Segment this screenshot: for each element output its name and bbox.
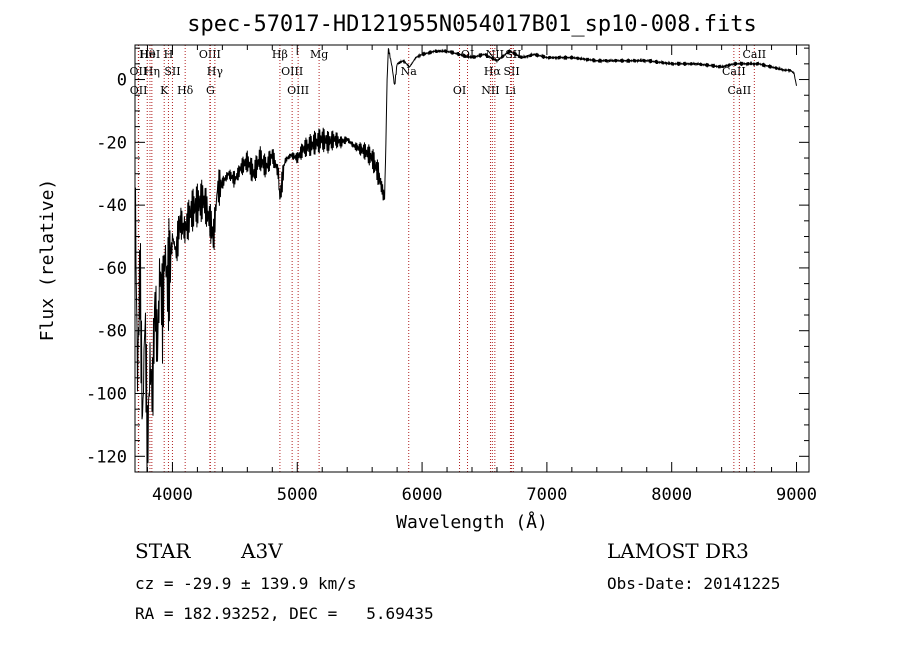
spectral-line-label: NII: [481, 84, 499, 97]
spectral-line-label: H: [164, 48, 174, 61]
spectral-line-label: Hγ: [207, 65, 224, 78]
spectral-line-label: Li: [505, 84, 516, 97]
spectral-line-label: HeI: [140, 48, 160, 61]
spectral-line-label: OIII: [281, 65, 303, 78]
spectral-line-label: NII: [486, 48, 504, 61]
spectral-line-label: Hη: [144, 65, 160, 78]
spectral-line-label: SII: [503, 65, 519, 78]
x-tick-label: 6000: [402, 485, 443, 505]
survey-name: LAMOST DR3: [607, 539, 749, 563]
x-tick-label: 7000: [526, 485, 567, 505]
spectral-line-label: Hβ: [272, 48, 288, 61]
x-tick-label: 9000: [776, 485, 817, 505]
spectrum-series-group: [134, 48, 797, 473]
spectral-line-label: Hα: [484, 65, 502, 78]
object-subclass: A3V: [240, 539, 283, 563]
spectral-line-label: Mg: [310, 48, 328, 61]
spectrum-line: [134, 48, 797, 473]
y-tick-label: 0: [117, 71, 127, 91]
spectral-line-label: SII: [164, 65, 180, 78]
chart-title: spec-57017-HD121955N054017B01_sp10-008.f…: [187, 12, 757, 37]
spectral-line-label: OII: [130, 84, 148, 97]
spectral-line-label: OII: [130, 65, 148, 78]
x-tick-label: 8000: [651, 485, 692, 505]
spectral-line-label: Hδ: [177, 84, 194, 97]
spectral-line-label: Na: [401, 65, 418, 78]
y-tick-label: -20: [96, 133, 127, 153]
spectral-line-label: OIII: [287, 84, 309, 97]
observation-date: Obs-Date: 20141225: [607, 574, 780, 593]
plot-frame: [134, 44, 810, 473]
spectral-line-label: OI: [453, 84, 466, 97]
y-tick-label: -40: [96, 196, 127, 216]
y-axis-label: Flux (relative): [37, 179, 58, 342]
y-tick-label: -100: [86, 385, 127, 405]
object-class: STAR: [135, 539, 191, 563]
y-tick-label: -60: [96, 259, 127, 279]
spectral-line-markers: HθOIIOIIHeIHηKHSIIHδOIIIHγGHβOIIIOIIIMgN…: [130, 45, 766, 472]
spectral-line-label: G: [206, 84, 215, 97]
spectral-line-label: K: [160, 84, 169, 97]
y-tick-label: -80: [96, 322, 127, 342]
axis-ticks: 4000 5000 6000 7000 8000 9000 0 -20 -40 -60 -80 -10…: [86, 45, 817, 505]
redshift-readout: cz = -29.9 ± 139.9 km/s: [135, 574, 357, 593]
x-tick-label: 4000: [152, 485, 193, 505]
x-tick-label: 5000: [277, 485, 318, 505]
spectral-line-label: CaII: [722, 65, 746, 78]
x-axis-label: Wavelength (Å): [396, 511, 548, 533]
y-tick-label: -120: [86, 447, 127, 467]
coordinates-readout: RA = 182.93252, DEC = 5.69435: [135, 604, 434, 623]
spectral-line-label: CaII: [742, 48, 766, 61]
spectral-line-label: CaII: [728, 84, 752, 97]
